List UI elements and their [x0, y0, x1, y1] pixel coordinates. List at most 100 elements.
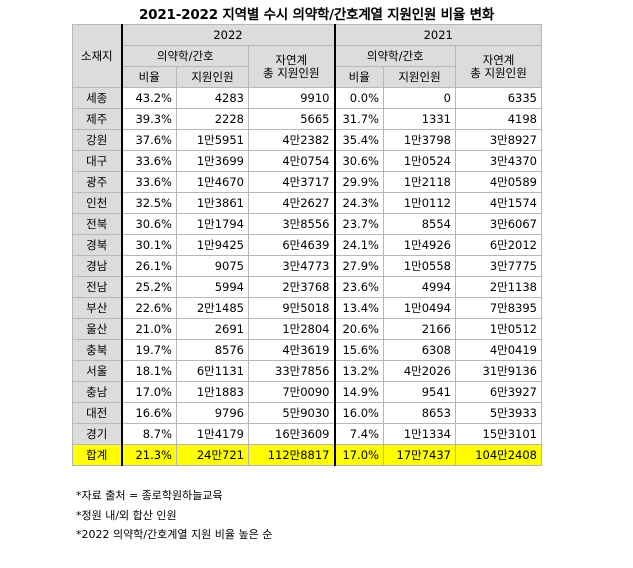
cell-natural-total-2022: 5만9030	[248, 402, 336, 424]
cell-applicants-2021: 8653	[383, 402, 456, 424]
cell-applicants-2022: 1만1794	[176, 213, 249, 235]
cell-region: 전북	[72, 213, 123, 235]
cell-ratio-2021: 7.4%	[334, 423, 384, 445]
cell-applicants-2022: 2691	[176, 318, 249, 340]
cell-region: 서울	[72, 360, 123, 382]
cell-region: 울산	[72, 318, 123, 340]
cell-applicants-2021: 6308	[383, 339, 456, 361]
cell-natural-total-2022: 4만3619	[248, 339, 336, 361]
cell-region: 강원	[72, 129, 123, 151]
cell-natural-total-2022: 4만2627	[248, 192, 336, 214]
cell-natural-total-2022: 2만3768	[248, 276, 336, 298]
table-row: 부산 22.6% 2만1485 9만5018 13.4% 1만0494 7만8395	[72, 297, 542, 319]
cell-ratio-2022: 33.6%	[121, 171, 177, 193]
table-row: 서울 18.1% 6만1131 33만7856 13.2% 4만2026 31만9136	[72, 360, 542, 382]
cell-applicants-2022: 1만5951	[176, 129, 249, 151]
cell-ratio-2021: 29.9%	[334, 171, 384, 193]
header-year-2021: 2021	[334, 24, 542, 46]
cell-applicants-2022: 1만1883	[176, 381, 249, 403]
cell-ratio-2022: 30.1%	[121, 234, 177, 256]
cell-ratio-2021: 35.4%	[334, 129, 384, 151]
cell-ratio-2021: 20.6%	[334, 318, 384, 340]
cell-natural-total-2022: 9910	[248, 87, 336, 109]
cell-applicants-2022: 2만1485	[176, 297, 249, 319]
header-year-2022: 2022	[121, 24, 336, 46]
cell-ratio-2022: 32.5%	[121, 192, 177, 214]
cell-ratio-2022: 39.3%	[121, 108, 177, 130]
cell-natural-total-2021: 31만9136	[455, 360, 542, 382]
table-row: 충남 17.0% 1만1883 7만0090 14.9% 9541 6만3927	[72, 381, 542, 403]
cell-ratio-2021: 24.3%	[334, 192, 384, 214]
table-row: 경기 8.7% 1만4179 16만3609 7.4% 1만1334 15만3101	[72, 423, 542, 445]
cell-natural-total-2021: 3만8927	[455, 129, 542, 151]
cell-applicants-2021: 1만2118	[383, 171, 456, 193]
cell-natural-total-2022: 112만8817	[248, 444, 336, 466]
cell-natural-total-2021: 7만8395	[455, 297, 542, 319]
cell-natural-total-2022: 33만7856	[248, 360, 336, 382]
cell-applicants-2022: 1만4179	[176, 423, 249, 445]
header-med-group-2021: 의약학/간호	[334, 45, 456, 67]
cell-ratio-2021: 23.7%	[334, 213, 384, 235]
cell-region: 대전	[72, 402, 123, 424]
cell-applicants-2021: 1만3798	[383, 129, 456, 151]
cell-natural-total-2021: 5만3933	[455, 402, 542, 424]
cell-applicants-2022: 4283	[176, 87, 249, 109]
header-applicants-2021: 지원인원	[383, 66, 456, 88]
cell-ratio-2021: 23.6%	[334, 276, 384, 298]
cell-applicants-2022: 5994	[176, 276, 249, 298]
cell-natural-total-2021: 3만7775	[455, 255, 542, 277]
cell-applicants-2021: 2166	[383, 318, 456, 340]
cell-ratio-2021: 0.0%	[334, 87, 384, 109]
cell-applicants-2022: 1만3861	[176, 192, 249, 214]
cell-applicants-2021: 9541	[383, 381, 456, 403]
cell-natural-total-2022: 16만3609	[248, 423, 336, 445]
cell-natural-total-2021: 4만0589	[455, 171, 542, 193]
cell-ratio-2022: 16.6%	[121, 402, 177, 424]
cell-ratio-2021: 31.7%	[334, 108, 384, 130]
cell-applicants-2021: 8554	[383, 213, 456, 235]
cell-ratio-2022: 25.2%	[121, 276, 177, 298]
cell-applicants-2022: 1만9425	[176, 234, 249, 256]
table-row: 세종 43.2% 4283 9910 0.0% 0 6335	[72, 87, 542, 109]
header-ratio-2021: 비율	[334, 66, 384, 88]
cell-ratio-2022: 21.3%	[121, 444, 177, 466]
cell-applicants-2021: 1만0558	[383, 255, 456, 277]
cell-region: 전남	[72, 276, 123, 298]
cell-natural-total-2021: 3만6067	[455, 213, 542, 235]
cell-region: 제주	[72, 108, 123, 130]
cell-natural-total-2021: 6만2012	[455, 234, 542, 256]
cell-ratio-2022: 19.7%	[121, 339, 177, 361]
table-row: 강원 37.6% 1만5951 4만2382 35.4% 1만3798 3만8927	[72, 129, 542, 151]
cell-applicants-2022: 9796	[176, 402, 249, 424]
cell-natural-total-2021: 6만3927	[455, 381, 542, 403]
cell-applicants-2021: 4만2026	[383, 360, 456, 382]
cell-applicants-2021: 1만0112	[383, 192, 456, 214]
header-region: 소재지	[72, 24, 123, 88]
cell-natural-total-2021: 15만3101	[455, 423, 542, 445]
cell-applicants-2021: 1331	[383, 108, 456, 130]
cell-region: 경남	[72, 255, 123, 277]
header-med-group-2022: 의약학/간호	[121, 45, 249, 67]
table-row: 대구 33.6% 1만3699 4만0754 30.6% 1만0524 3만4370	[72, 150, 542, 172]
cell-region: 대구	[72, 150, 123, 172]
footnote-source: *자료 출처 = 종로학원하늘교육	[76, 489, 223, 502]
cell-ratio-2022: 43.2%	[121, 87, 177, 109]
cell-natural-total-2021: 6335	[455, 87, 542, 109]
cell-ratio-2021: 16.0%	[334, 402, 384, 424]
cell-applicants-2021: 17만7437	[383, 444, 456, 466]
cell-ratio-2022: 17.0%	[121, 381, 177, 403]
cell-natural-total-2022: 1만2804	[248, 318, 336, 340]
cell-applicants-2022: 8576	[176, 339, 249, 361]
ratio-table: 소재지 2022 2021 의약학/간호 자연계 총 지원인원 의약학/간호 자…	[72, 24, 542, 466]
cell-applicants-2022: 9075	[176, 255, 249, 277]
cell-region: 세종	[72, 87, 123, 109]
cell-ratio-2021: 14.9%	[334, 381, 384, 403]
cell-natural-total-2022: 5665	[248, 108, 336, 130]
table-row: 광주 33.6% 1만4670 4만3717 29.9% 1만2118 4만0589	[72, 171, 542, 193]
table-row: 대전 16.6% 9796 5만9030 16.0% 8653 5만3933	[72, 402, 542, 424]
cell-ratio-2022: 18.1%	[121, 360, 177, 382]
header-natural-total-2021: 자연계 총 지원인원	[455, 45, 542, 88]
table-row: 제주 39.3% 2228 5665 31.7% 1331 4198	[72, 108, 542, 130]
cell-natural-total-2021: 1만0512	[455, 318, 542, 340]
cell-ratio-2021: 30.6%	[334, 150, 384, 172]
